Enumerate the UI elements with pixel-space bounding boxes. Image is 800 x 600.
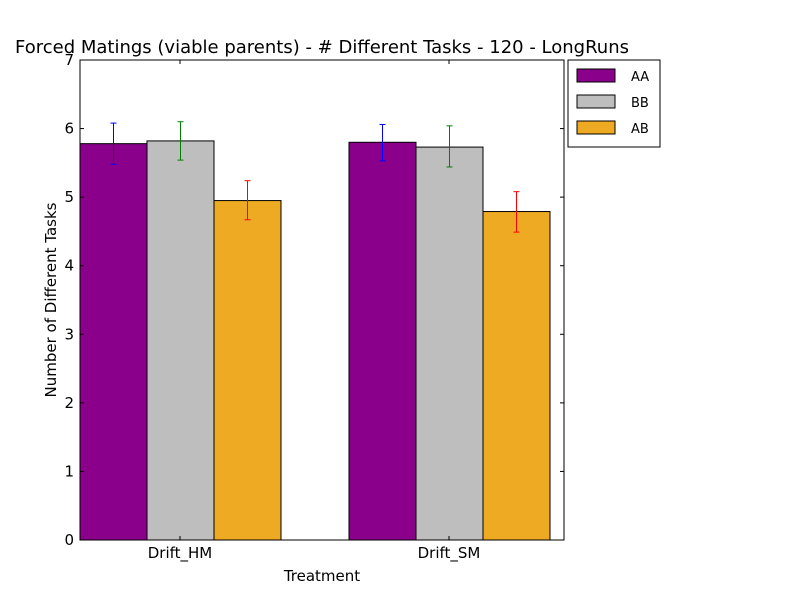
- y-tick-label-3: 3: [64, 325, 74, 343]
- error-bar-AA-Drift_HM: [110, 122, 117, 165]
- bar-AA-Drift_SM: [348, 141, 417, 541]
- x-axis-label: Treatment: [283, 567, 360, 585]
- y-tick-label-7: 7: [64, 51, 74, 69]
- y-tick-label-1: 1: [64, 462, 74, 480]
- plot-frame: [79, 59, 565, 541]
- y-tick-label-4: 4: [64, 257, 74, 275]
- legend-label-AB: AB: [631, 122, 649, 137]
- legend-swatch-BB: [576, 94, 616, 109]
- bar-BB-Drift_SM: [415, 146, 484, 541]
- y-tick-label-2: 2: [64, 394, 74, 412]
- chart-title: Forced Matings (viable parents) - # Diff…: [15, 37, 629, 58]
- bar-AB-Drift_SM: [482, 211, 551, 541]
- x-tick-label-Drift_SM: Drift_SM: [418, 544, 481, 563]
- legend-label-AA: AA: [631, 70, 649, 85]
- y-tick-label-6: 6: [64, 120, 74, 138]
- x-tick-label-Drift_HM: Drift_HM: [148, 544, 213, 563]
- y-axis-label: Number of Different Tasks: [42, 202, 60, 397]
- error-bar-AB-Drift_SM: [513, 191, 520, 233]
- legend-swatch-AB: [576, 120, 616, 135]
- legend-swatch-AA: [576, 68, 616, 83]
- legend-label-BB: BB: [631, 96, 649, 111]
- bar-AB-Drift_HM: [213, 200, 282, 541]
- bar-BB-Drift_HM: [146, 140, 215, 541]
- legend: AA BB AB: [567, 59, 661, 148]
- error-bar-AA-Drift_SM: [379, 123, 386, 162]
- y-tick-label-0: 0: [64, 531, 74, 549]
- error-bar-BB-Drift_SM: [446, 125, 453, 168]
- error-bar-BB-Drift_HM: [177, 121, 184, 161]
- bar-AA-Drift_HM: [79, 143, 148, 541]
- y-tick-label-5: 5: [64, 188, 74, 206]
- error-bar-AB-Drift_HM: [244, 180, 251, 221]
